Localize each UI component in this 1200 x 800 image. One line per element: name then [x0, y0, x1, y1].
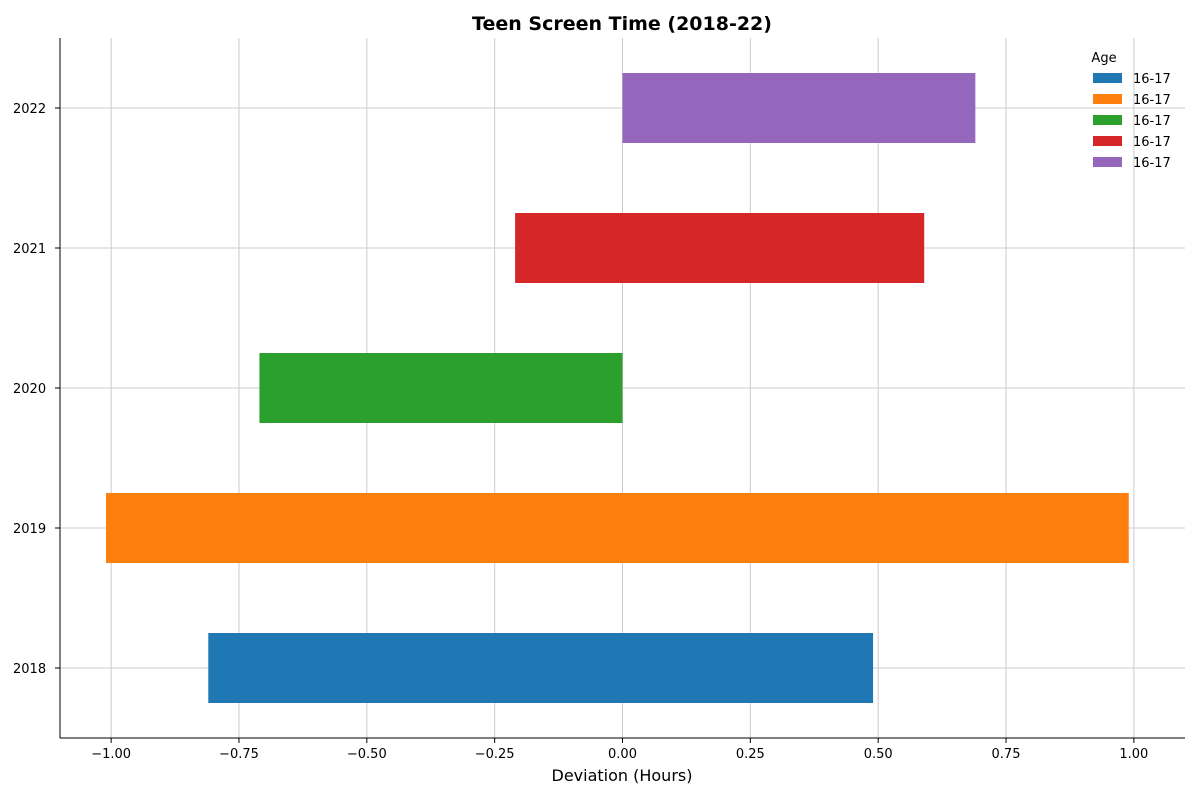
y-tick-label: 2019	[13, 522, 46, 537]
x-tick-label: −0.25	[475, 747, 515, 762]
legend-label: 16-17	[1133, 156, 1171, 171]
legend-title: Age	[1091, 51, 1116, 66]
legend-label: 16-17	[1133, 114, 1171, 129]
x-tick-label: −0.50	[347, 747, 387, 762]
y-tick-label: 2018	[13, 662, 46, 677]
legend-label: 16-17	[1133, 72, 1171, 87]
bar-2022	[622, 73, 976, 143]
x-tick-label: 1.00	[1119, 747, 1148, 762]
chart-title: Teen Screen Time (2018-22)	[472, 13, 772, 35]
bar-2018	[208, 633, 874, 703]
x-tick-label: 0.00	[608, 747, 637, 762]
y-tick-label: 2020	[13, 382, 46, 397]
y-tick-label: 2022	[13, 102, 46, 117]
x-tick-label: 0.75	[992, 747, 1021, 762]
x-tick-label: −0.75	[219, 747, 259, 762]
bar-2020	[259, 353, 623, 423]
legend-swatch	[1093, 115, 1122, 125]
legend-swatch	[1093, 157, 1122, 167]
x-tick-label: 0.50	[864, 747, 893, 762]
legend-label: 16-17	[1133, 93, 1171, 108]
legend-swatch	[1093, 136, 1122, 146]
legend-swatch	[1093, 73, 1122, 83]
bar-2021	[515, 213, 925, 283]
bars	[106, 73, 1129, 703]
axes: −1.00 −0.75 −0.50 −0.25 0.00 0.25 0.50 0.75 1.00…	[13, 38, 1185, 762]
legend-swatch	[1093, 94, 1122, 104]
x-tick-label: 0.25	[736, 747, 765, 762]
bar-2019	[106, 493, 1129, 563]
legend: Age 16-17 16-17 16-17 16-17 16-17	[1091, 51, 1170, 171]
x-axis-label: Deviation (Hours)	[552, 766, 693, 785]
x-tick-label: −1.00	[91, 747, 131, 762]
y-tick-label: 2021	[13, 242, 46, 257]
legend-label: 16-17	[1133, 135, 1171, 150]
